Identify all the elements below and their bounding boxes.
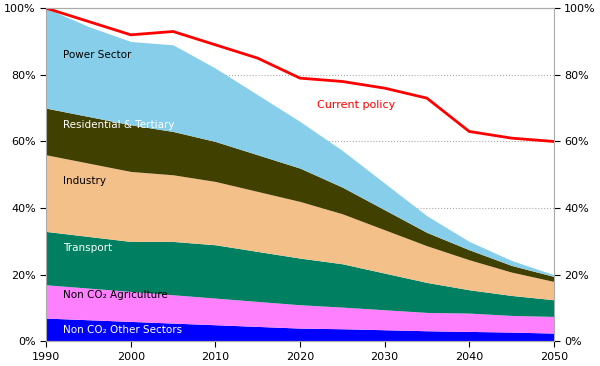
Text: Current policy: Current policy	[317, 100, 395, 110]
Text: Power Sector: Power Sector	[63, 50, 131, 60]
Text: Non CO₂ Other Sectors: Non CO₂ Other Sectors	[63, 325, 182, 335]
Text: Residential & Tertiary: Residential & Tertiary	[63, 120, 175, 130]
Text: Non CO₂ Agriculture: Non CO₂ Agriculture	[63, 290, 168, 300]
Text: Transport: Transport	[63, 243, 112, 253]
Text: Industry: Industry	[63, 176, 106, 186]
